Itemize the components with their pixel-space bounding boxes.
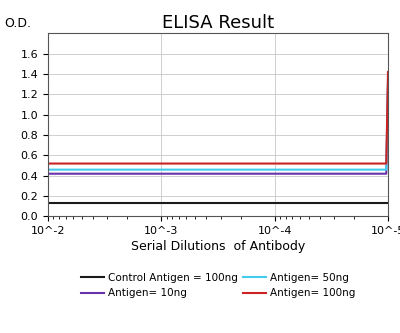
Control Antigen = 100ng (386, 201, 390, 205)
Control Antigen = 100ng (356, 201, 361, 205)
Antigen= 10ng (136, 172, 141, 176)
X-axis label: Serial Dilutions  of Antibody: Serial Dilutions of Antibody (131, 240, 305, 253)
Title: ELISA Result: ELISA Result (162, 14, 274, 32)
Text: O.D.: O.D. (4, 17, 31, 30)
Antigen= 50ng (109, 167, 114, 171)
Antigen= 50ng (136, 167, 141, 171)
Antigen= 100ng (368, 162, 373, 166)
Antigen= 10ng (46, 172, 50, 176)
Line: Antigen= 10ng: Antigen= 10ng (48, 87, 388, 174)
Antigen= 10ng (66, 172, 71, 176)
Antigen= 50ng (59, 167, 64, 171)
Antigen= 50ng (386, 77, 390, 81)
Antigen= 50ng (66, 167, 71, 171)
Line: Antigen= 100ng: Antigen= 100ng (48, 72, 388, 164)
Antigen= 10ng (109, 172, 114, 176)
Antigen= 10ng (59, 172, 64, 176)
Antigen= 100ng (46, 162, 50, 166)
Antigen= 100ng (136, 162, 141, 166)
Legend: Control Antigen = 100ng, Antigen= 10ng, Antigen= 50ng, Antigen= 100ng: Control Antigen = 100ng, Antigen= 10ng, … (81, 273, 355, 298)
Antigen= 10ng (356, 172, 361, 176)
Control Antigen = 100ng (66, 201, 71, 205)
Antigen= 100ng (66, 162, 71, 166)
Antigen= 100ng (59, 162, 64, 166)
Antigen= 10ng (368, 172, 373, 176)
Control Antigen = 100ng (136, 201, 141, 205)
Control Antigen = 100ng (46, 201, 50, 205)
Antigen= 50ng (356, 167, 361, 171)
Antigen= 100ng (356, 162, 361, 166)
Antigen= 100ng (109, 162, 114, 166)
Control Antigen = 100ng (59, 201, 64, 205)
Line: Antigen= 50ng: Antigen= 50ng (48, 79, 388, 169)
Antigen= 10ng (386, 85, 390, 89)
Antigen= 50ng (368, 167, 373, 171)
Control Antigen = 100ng (368, 201, 373, 205)
Antigen= 100ng (386, 70, 390, 74)
Antigen= 50ng (46, 167, 50, 171)
Control Antigen = 100ng (109, 201, 114, 205)
